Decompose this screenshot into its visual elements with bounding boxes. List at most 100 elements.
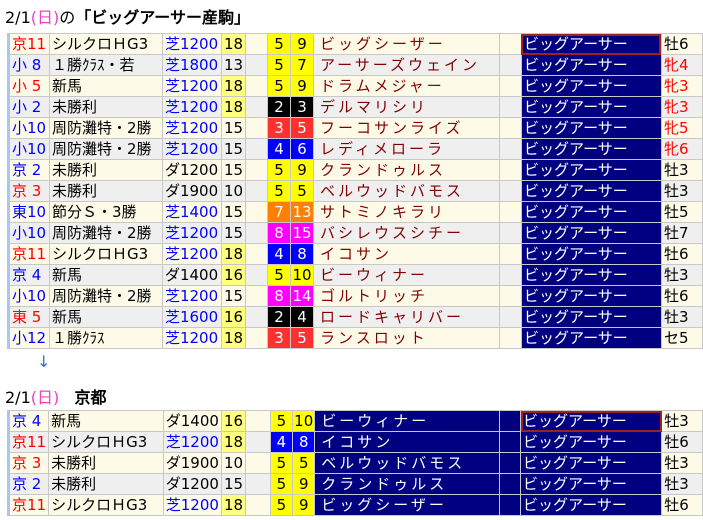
- course-cell: 芝1200: [162, 431, 222, 453]
- horse-name-cell[interactable]: ビーウィナー: [313, 264, 500, 286]
- table-row[interactable]: 東 5 新馬 芝1600 16 2 4 ロードキャリバー ビッグアーサー 牡3: [8, 306, 703, 328]
- race-name-cell: 周防灘特・2勝: [48, 138, 163, 160]
- gate-cell: 4: [267, 243, 292, 265]
- horse-name-cell[interactable]: バシレウスシチー: [313, 222, 500, 244]
- venue-cell: 小10: [8, 222, 50, 244]
- horse-name-cell[interactable]: ランスロット: [313, 327, 500, 349]
- sex-age-cell: 牝4: [660, 54, 703, 76]
- course-cell: 芝1200: [161, 33, 222, 55]
- course-cell: ダ1400: [161, 264, 222, 286]
- horse-name-cell[interactable]: フーコサンライズ: [313, 117, 500, 139]
- gate-cell: 5: [267, 54, 292, 76]
- sex-age-cell: セ5: [660, 327, 703, 349]
- horse-name-cell[interactable]: ビッグシーザー: [314, 494, 501, 516]
- horse-name-cell[interactable]: アーサーズウェイン: [313, 54, 500, 76]
- race-name-cell: 節分Ｓ・3勝: [48, 201, 163, 223]
- sire-cell: ビッグアーサー: [520, 180, 662, 202]
- table-row[interactable]: 小10 周防灘特・2勝 芝1200 15 8 15 バシレウスシチー ビッグアーサー 牡7: [8, 222, 703, 244]
- blank-cell: [498, 327, 522, 349]
- gate-cell: 5: [267, 159, 292, 181]
- blank-cell: [245, 494, 271, 516]
- horse-number-cell: 3: [290, 96, 314, 118]
- table-row[interactable]: 京11 シルクロＨG3 芝1200 18 5 9 ビッグシーザー ビッグアーサー 牡6: [7, 494, 703, 516]
- field-size-cell: 15: [220, 201, 247, 223]
- horse-name-cell[interactable]: レディメローラ: [313, 138, 500, 160]
- horse-name-cell[interactable]: ビーウィナー: [314, 410, 501, 432]
- venue-cell: 小10: [8, 138, 50, 160]
- sex-age-cell: 牡3: [660, 180, 703, 202]
- table-row[interactable]: 小10 周防灘特・2勝 芝1200 15 3 5 フーコサンライズ ビッグアーサー 牝5: [8, 117, 703, 139]
- table-row[interactable]: 京 2 未勝利 ダ1200 15 5 9 クランドゥルス ビッグアーサー 牡3: [7, 473, 703, 495]
- blank-cell: [245, 54, 269, 76]
- venue-cell: 京 4: [7, 410, 50, 432]
- table-row[interactable]: 京 3 未勝利 ダ1900 10 5 5 ベルウッドバモス ビッグアーサー 牡3: [7, 452, 703, 474]
- horse-name-cell[interactable]: ゴルトリッチ: [313, 285, 500, 307]
- table-row[interactable]: 京11 シルクロＨG3 芝1200 18 5 9 ビッグシーザー ビッグアーサー 牡6: [8, 33, 703, 55]
- field-size-cell: 16: [220, 306, 247, 328]
- horse-name-cell[interactable]: サトミノキラリ: [313, 201, 500, 223]
- table-row[interactable]: 京11 シルクロＨG3 芝1200 18 4 8 イコサン ビッグアーサー 牡6: [7, 431, 703, 453]
- horse-name-cell[interactable]: ロードキャリバー: [313, 306, 500, 328]
- sex-age-cell: 牡6: [661, 431, 703, 453]
- course-cell: 芝1200: [161, 138, 222, 160]
- horse-name-cell[interactable]: ベルウッドバモス: [314, 452, 501, 474]
- gate-cell: 5: [267, 180, 292, 202]
- venue-cell: 京 3: [8, 180, 50, 202]
- course-cell: 芝1200: [161, 117, 222, 139]
- table-row[interactable]: 京11 シルクロＨG3 芝1200 18 4 8 イコサン ビッグアーサー 牡6: [8, 243, 703, 265]
- horse-name-cell[interactable]: イコサン: [313, 243, 500, 265]
- table-row[interactable]: 小 2 未勝利 芝1200 18 2 3 デルマリシリ ビッグアーサー 牝3: [8, 96, 703, 118]
- table-row[interactable]: 京 4 新馬 ダ1400 16 5 10 ビーウィナー ビッグアーサー 牡3: [8, 264, 703, 286]
- horse-name-cell[interactable]: クランドゥルス: [313, 159, 500, 181]
- gate-cell: 5: [267, 75, 292, 97]
- table-row[interactable]: 小10 周防灘特・2勝 芝1200 15 8 14 ゴルトリッチ ビッグアーサー 牡6: [8, 285, 703, 307]
- race-name-cell: 未勝利: [48, 159, 163, 181]
- venue-cell: 小 8: [8, 54, 50, 76]
- sire-cell: ビッグアーサー: [520, 117, 662, 139]
- sire-cell: ビッグアーサー: [520, 306, 662, 328]
- race-name-cell: 未勝利: [48, 473, 164, 495]
- field-size-cell: 15: [220, 159, 247, 181]
- venue-cell: 京11: [7, 431, 50, 453]
- gate-cell: 4: [269, 431, 294, 453]
- gate-cell: 5: [269, 494, 294, 516]
- sire-cell: ビッグアーサー: [520, 159, 662, 181]
- horse-name-cell[interactable]: ビッグシーザー: [313, 33, 500, 55]
- sex-age-cell: 牡3: [660, 306, 703, 328]
- field-size-cell: 18: [220, 431, 247, 453]
- field-size-cell: 15: [220, 222, 247, 244]
- blank-cell: [245, 180, 269, 202]
- horse-name-cell[interactable]: クランドゥルス: [314, 473, 501, 495]
- horse-name-cell[interactable]: ドラムメジャー: [313, 75, 500, 97]
- race-name-cell: 未勝利: [48, 452, 164, 474]
- table-row[interactable]: 東10 節分Ｓ・3勝 芝1400 15 7 13 サトミノキラリ ビッグアーサー 牡5: [8, 201, 703, 223]
- sire-cell: ビッグアーサー: [520, 243, 662, 265]
- race-name-cell: 周防灘特・2勝: [48, 117, 163, 139]
- blank-cell: [498, 306, 522, 328]
- field-size-cell: 16: [220, 264, 247, 286]
- horse-name-cell[interactable]: ベルウッドバモス: [313, 180, 500, 202]
- table-row[interactable]: 京 3 未勝利 ダ1900 10 5 5 ベルウッドバモス ビッグアーサー 牡3: [8, 180, 703, 202]
- horse-name-cell[interactable]: イコサン: [314, 431, 501, 453]
- venue-cell: 京11: [7, 494, 50, 516]
- sex-age-cell: 牡7: [660, 222, 703, 244]
- table-row[interactable]: 小12 １勝ｸﾗｽ 芝1200 18 3 5 ランスロット ビッグアーサー セ5: [8, 327, 703, 349]
- table-row[interactable]: 京 4 新馬 ダ1400 16 5 10 ビーウィナー ビッグアーサー 牡3: [7, 410, 703, 432]
- table-row[interactable]: 小 8 １勝ｸﾗｽ・若 芝1800 13 5 7 アーサーズウェイン ビッグアーサー 牝4: [8, 54, 703, 76]
- sire-cell: ビッグアーサー: [520, 138, 662, 160]
- date: 2/1: [5, 388, 31, 407]
- horse-number-cell: 5: [292, 452, 316, 474]
- horse-name-cell[interactable]: デルマリシリ: [313, 96, 500, 118]
- blank-cell: [245, 452, 271, 474]
- horse-number-cell: 15: [290, 222, 314, 244]
- race-name-cell: 周防灘特・2勝: [48, 222, 163, 244]
- table-row[interactable]: 京 2 未勝利 ダ1200 15 5 9 クランドゥルス ビッグアーサー 牡3: [8, 159, 703, 181]
- horse-number-cell: 9: [290, 75, 314, 97]
- date: 2/1: [5, 8, 31, 27]
- blank-cell: [498, 243, 522, 265]
- blank-cell: [498, 180, 522, 202]
- table-row[interactable]: 小10 周防灘特・2勝 芝1200 15 4 6 レディメローラ ビッグアーサー 牝6: [8, 138, 703, 160]
- sire-cell: ビッグアーサー: [520, 75, 662, 97]
- table-row[interactable]: 小 5 新馬 芝1200 18 5 9 ドラムメジャー ビッグアーサー 牝3: [8, 75, 703, 97]
- sex-age-cell: 牡3: [660, 264, 703, 286]
